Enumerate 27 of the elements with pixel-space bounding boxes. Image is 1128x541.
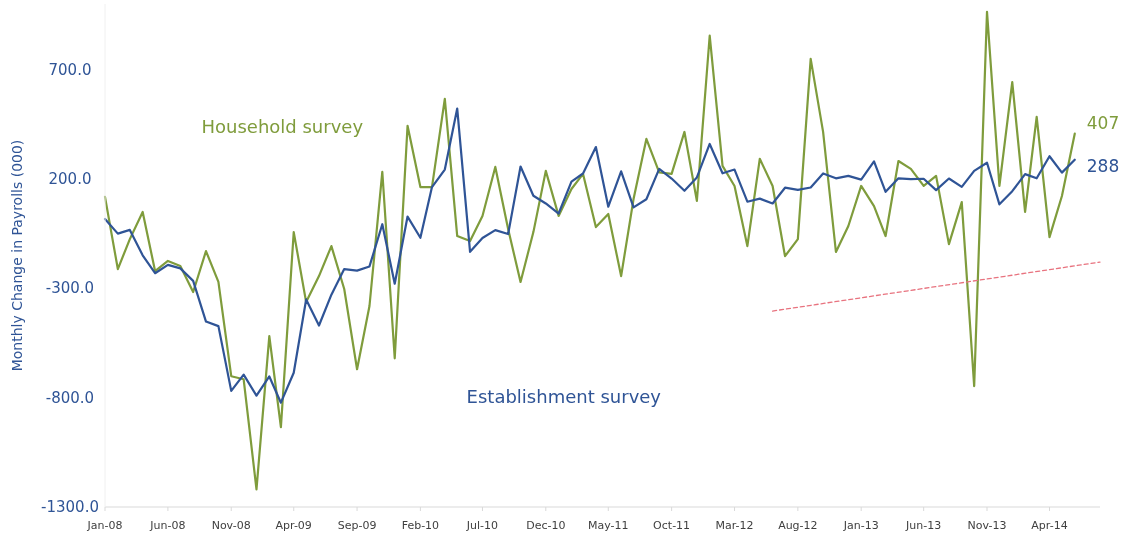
y-tick-label: 200.0 (48, 169, 92, 188)
x-tick-label: Jul-10 (465, 519, 499, 532)
y-tick-label: -1300.0 (41, 498, 99, 516)
y-tick-label: -800.0 (45, 388, 95, 407)
x-tick-label: Aug-12 (778, 519, 818, 532)
x-tick-label: Apr-14 (1031, 519, 1068, 532)
line-series (103, 10, 1076, 491)
x-tick-label: May-11 (588, 519, 629, 532)
x-tick-label: Jan-13 (842, 519, 879, 532)
x-tick-label: Nov-13 (967, 519, 1007, 532)
x-tick-label: Jan-08 (86, 519, 123, 532)
y-axis-title: Monthly Change in Payrolls (000) (9, 139, 25, 372)
x-tick-label: Feb-10 (401, 519, 440, 532)
x-tick-label: Mar-12 (715, 519, 754, 532)
y-tick-label: -300.0 (45, 279, 95, 298)
x-tick-label: Oct-11 (653, 519, 691, 532)
text: Household survey (201, 115, 364, 137)
x-tick-label: Nov-08 (211, 519, 251, 532)
x-tick-label: Apr-09 (275, 519, 312, 532)
data-label: 288 (1086, 155, 1120, 176)
x-tick-label: Jun-08 (149, 519, 186, 532)
data-label: 407 (1086, 112, 1120, 133)
x-tick-label: Sep-09 (337, 519, 377, 532)
text: Establishment survey (466, 386, 662, 408)
x-tick-label: Dec-10 (526, 519, 566, 532)
x-tick-label: Jun-13 (905, 519, 942, 532)
y-tick-label: 700.0 (48, 60, 92, 79)
